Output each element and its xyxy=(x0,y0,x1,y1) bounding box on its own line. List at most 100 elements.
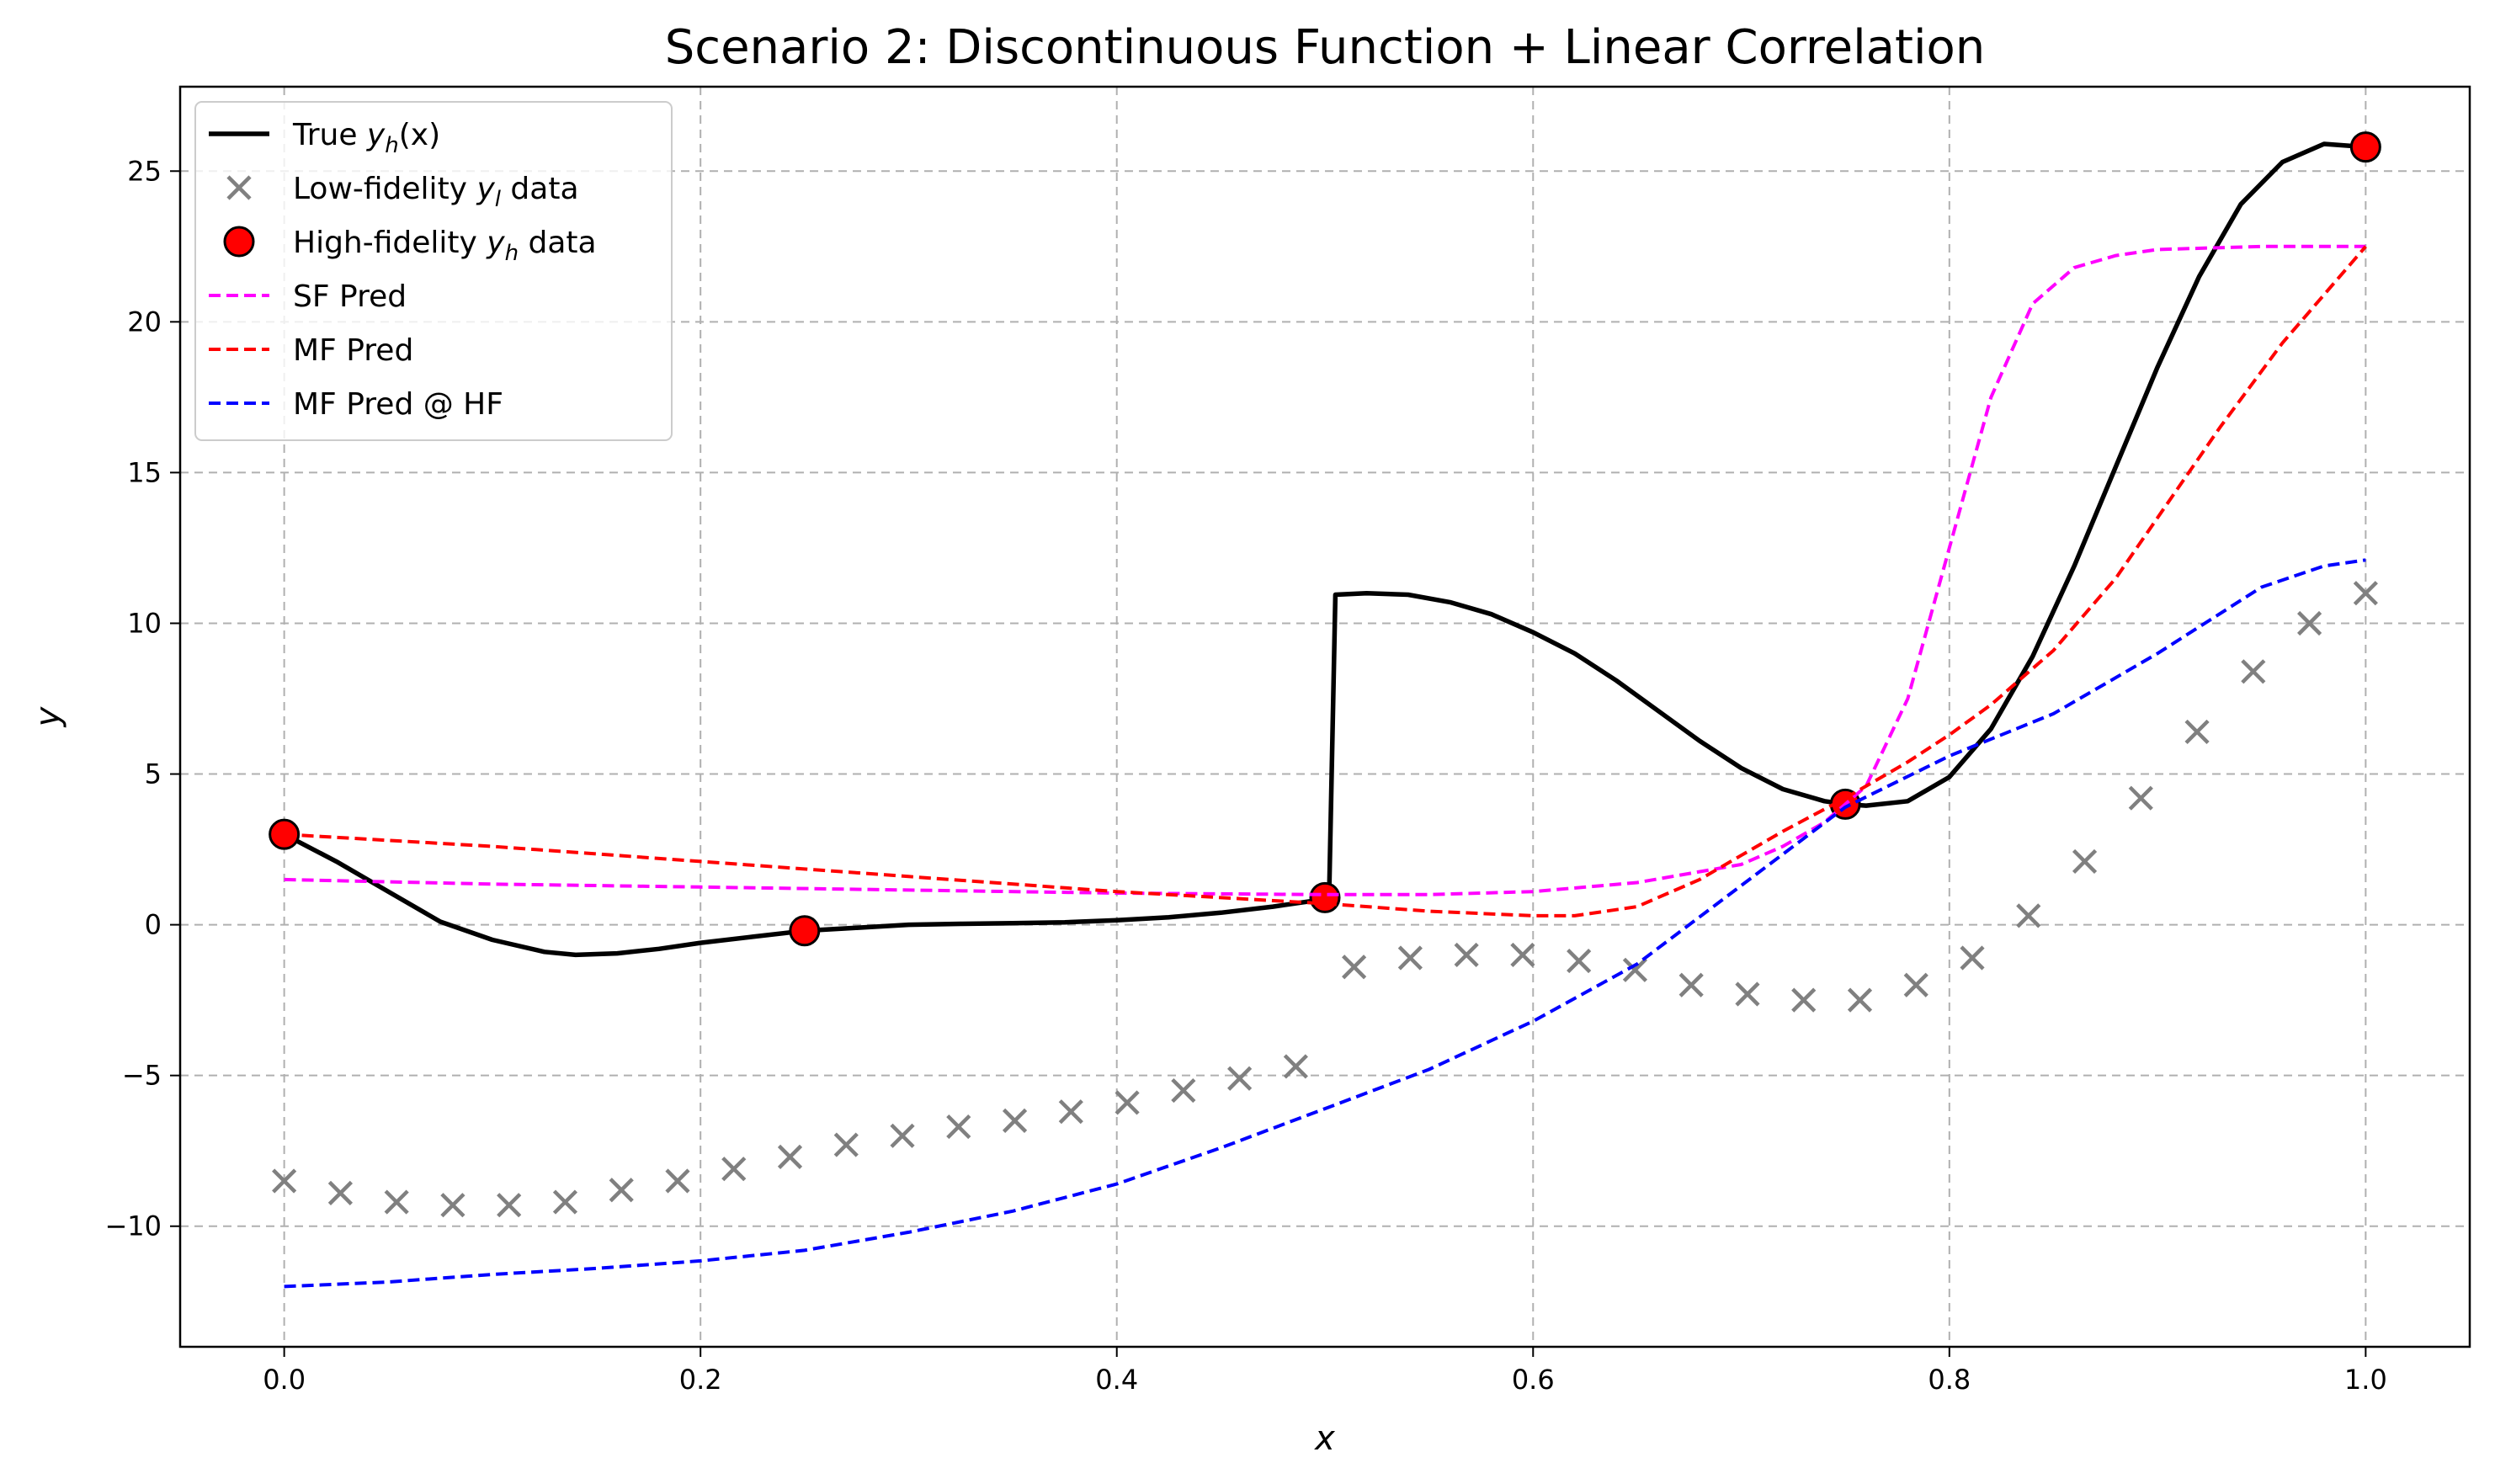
y-tick-label: 5 xyxy=(145,758,162,790)
x-marker-stroke xyxy=(1283,1054,1308,1079)
low-fidelity-point xyxy=(721,1157,747,1182)
low-fidelity-point xyxy=(1002,1108,1028,1133)
x-marker-stroke xyxy=(721,1157,747,1182)
legend-label-text: True xyxy=(292,118,367,152)
low-fidelity-point xyxy=(272,1168,297,1194)
axis-ticks: 0.0 0.2 0.4 0.6 0.8 1.0 −10 −5 0 5 10 15 20 25 xyxy=(104,155,2386,1396)
low-fidelity-point xyxy=(1510,942,1535,968)
legend-entry: SF Pred xyxy=(209,279,407,314)
x-marker-stroke xyxy=(1058,1099,1083,1125)
low-fidelity-point xyxy=(2016,903,2041,928)
low-fidelity-point xyxy=(2241,659,2266,684)
x-marker-stroke xyxy=(1903,972,1928,997)
x-tick-label: 0.8 xyxy=(1928,1364,1971,1396)
legend-label-suffix: data xyxy=(519,226,597,260)
low-fidelity-point xyxy=(1171,1077,1196,1104)
legend-label: True yh(x) xyxy=(292,118,440,158)
x-marker-stroke xyxy=(946,1114,971,1140)
low-fidelity-point xyxy=(946,1114,971,1140)
series-line-sf-pred xyxy=(284,244,2366,896)
legend-label-symbol: y xyxy=(366,118,386,152)
low-fidelity-point xyxy=(1227,1066,1253,1091)
high-fidelity-point xyxy=(789,915,821,947)
low-fidelity-point xyxy=(1735,981,1760,1007)
low-fidelity-point xyxy=(777,1144,803,1169)
x-marker-stroke xyxy=(1791,987,1817,1013)
legend-swatch-x xyxy=(226,175,252,200)
x-marker-stroke xyxy=(609,1178,634,1203)
low-fidelity-point xyxy=(440,1193,465,1218)
low-fidelity-point xyxy=(1847,987,1873,1013)
legend-label-text: Low-fidelity xyxy=(293,172,476,206)
x-tick-label: 0.6 xyxy=(1512,1364,1555,1396)
grid xyxy=(180,87,2470,1347)
x-marker-stroke xyxy=(497,1193,522,1218)
legend-label-subscript: l xyxy=(495,187,502,212)
legend-label: MF Pred xyxy=(293,333,413,368)
x-marker-stroke xyxy=(2353,581,2378,606)
low-fidelity-point xyxy=(609,1178,634,1203)
legend-label-subscript: h xyxy=(385,133,398,158)
x-marker-stroke xyxy=(1622,957,1648,982)
legend-label-text: MF Pred xyxy=(293,333,413,368)
x-marker-stroke xyxy=(777,1144,803,1169)
x-tick-label: 1.0 xyxy=(2344,1364,2387,1396)
x-marker-stroke xyxy=(2184,719,2210,744)
legend-label-symbol: y xyxy=(476,172,495,206)
legend-entry: MF Pred xyxy=(209,333,413,368)
x-marker-stroke xyxy=(2297,610,2322,636)
legend-label-text: MF Pred @ HF xyxy=(293,387,503,422)
legend-label: SF Pred xyxy=(293,279,407,314)
legend: True yh(x)Low-fidelity yl dataHigh-fidel… xyxy=(194,101,673,441)
x-marker-stroke xyxy=(1342,955,1367,980)
x-marker-stroke xyxy=(2072,848,2098,874)
x-marker-stroke xyxy=(1735,981,1760,1007)
chart-title: Scenario 2: Discontinuous Function + Lin… xyxy=(665,20,1986,75)
x-marker-stroke xyxy=(1510,942,1535,968)
x-tick-label: 0.2 xyxy=(679,1364,722,1396)
low-fidelity-point xyxy=(1960,945,1985,971)
legend-entry: High-fidelity yh data xyxy=(223,226,597,266)
x-marker-stroke xyxy=(440,1193,465,1218)
low-fidelity-point xyxy=(665,1168,690,1194)
x-marker-stroke xyxy=(552,1189,578,1215)
x-marker-stroke xyxy=(1002,1108,1028,1133)
x-marker-stroke xyxy=(1847,987,1873,1013)
legend-box xyxy=(194,101,673,441)
series-line-mf-pred-hf xyxy=(284,558,2366,1289)
x-marker-stroke xyxy=(384,1189,409,1215)
legend-entry: Low-fidelity yl data xyxy=(226,172,579,212)
low-fidelity-point xyxy=(1622,957,1648,982)
series-line-mf-pred xyxy=(284,245,2367,918)
legend-label-suffix: (x) xyxy=(399,118,440,152)
x-marker-stroke xyxy=(890,1123,915,1148)
legend-label: High-fidelity yh data xyxy=(293,226,597,266)
low-fidelity-point xyxy=(2072,848,2098,874)
high-fidelity-point xyxy=(2349,131,2381,163)
x-marker-stroke xyxy=(1397,945,1423,971)
low-fidelity-point xyxy=(1342,955,1367,980)
x-tick-label: 0.4 xyxy=(1095,1364,1138,1396)
y-tick-label: 25 xyxy=(127,155,162,187)
x-marker-stroke xyxy=(1678,972,1704,997)
legend-label-symbol: y xyxy=(486,226,505,260)
low-fidelity-point xyxy=(2297,610,2322,636)
x-axis-label: x xyxy=(1313,1419,1335,1458)
y-tick-label: 0 xyxy=(145,909,162,941)
y-axis-label: y xyxy=(29,705,67,727)
legend-label-text: High-fidelity xyxy=(293,226,487,260)
low-fidelity-point xyxy=(1903,972,1928,997)
low-fidelity-point xyxy=(327,1180,353,1205)
x-marker-stroke xyxy=(665,1168,690,1194)
x-marker-stroke xyxy=(327,1180,353,1205)
x-marker-stroke xyxy=(1227,1066,1253,1091)
low-fidelity-point xyxy=(1454,942,1479,968)
series-line-true-y xyxy=(283,141,2366,958)
low-fidelity-point xyxy=(1058,1099,1083,1125)
x-marker-stroke xyxy=(2016,903,2041,928)
low-fidelity-point xyxy=(2184,719,2210,744)
x-tick-label: 0.0 xyxy=(263,1364,306,1396)
x-marker-stroke xyxy=(2128,785,2153,811)
low-fidelity-point xyxy=(384,1189,409,1215)
